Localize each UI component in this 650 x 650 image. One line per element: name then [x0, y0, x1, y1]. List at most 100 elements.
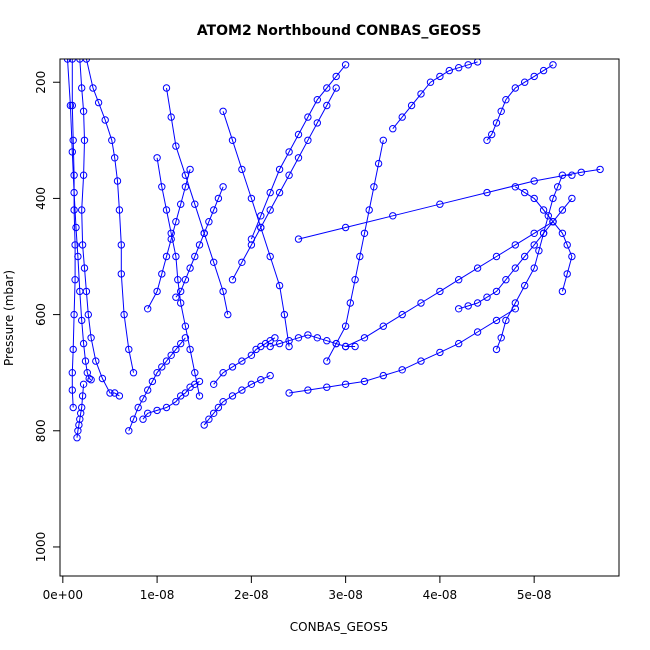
- data-point: [75, 421, 83, 429]
- data-point: [323, 337, 331, 345]
- data-point: [200, 229, 208, 238]
- data-point: [167, 351, 175, 359]
- data-point: [488, 130, 496, 139]
- data-point: [473, 328, 482, 336]
- series-line: [270, 334, 356, 347]
- data-point: [172, 252, 180, 261]
- series-26: [63, 59, 95, 384]
- data-point: [68, 369, 77, 377]
- data-point: [539, 206, 548, 214]
- data-point: [436, 287, 444, 296]
- data-point: [78, 84, 86, 92]
- data-point: [417, 90, 425, 98]
- data-point: [280, 310, 289, 319]
- data-point: [69, 403, 77, 412]
- data-point: [379, 322, 387, 330]
- data-point: [66, 101, 75, 110]
- data-point: [87, 376, 95, 384]
- x-tick-label: 3e-08: [328, 588, 363, 602]
- data-point: [417, 299, 425, 307]
- data-point: [266, 342, 274, 351]
- data-point: [445, 66, 453, 75]
- series-8: [162, 84, 232, 319]
- data-point: [549, 218, 557, 226]
- data-point: [563, 270, 571, 278]
- series-line: [289, 308, 516, 394]
- data-point: [341, 61, 350, 69]
- series-3: [76, 59, 124, 400]
- data-point: [101, 116, 109, 124]
- data-point: [568, 171, 576, 179]
- series-line: [213, 337, 276, 385]
- data-point: [492, 345, 501, 354]
- data-point: [351, 342, 359, 351]
- data-point: [304, 136, 312, 145]
- data-point: [172, 345, 180, 354]
- data-point: [341, 380, 350, 388]
- data-point: [398, 366, 406, 374]
- data-point: [210, 409, 218, 417]
- data-point: [68, 148, 77, 156]
- series-line: [515, 186, 573, 292]
- data-point: [68, 386, 77, 394]
- x-tick-label: 1e-08: [140, 588, 175, 602]
- data-point: [563, 241, 571, 249]
- series-line: [203, 375, 271, 426]
- data-point: [351, 276, 359, 284]
- series-line: [128, 337, 186, 431]
- data-point: [398, 113, 406, 121]
- data-point: [502, 96, 510, 104]
- series-6: [139, 377, 204, 423]
- data-point: [172, 293, 180, 301]
- series-line: [71, 59, 76, 408]
- data-point: [492, 252, 501, 261]
- series-9: [200, 371, 274, 429]
- data-point: [530, 264, 538, 272]
- data-point: [497, 334, 505, 342]
- data-point: [492, 287, 501, 296]
- data-point: [177, 200, 185, 208]
- data-point: [191, 200, 199, 208]
- data-point: [535, 247, 543, 255]
- data-point: [266, 252, 274, 261]
- y-tick-label: 800: [34, 419, 48, 442]
- data-point: [80, 264, 89, 272]
- data-point: [257, 212, 265, 220]
- data-point: [153, 369, 161, 377]
- data-point: [271, 334, 279, 342]
- data-point: [200, 421, 208, 429]
- data-point: [73, 434, 81, 442]
- series-line: [85, 59, 134, 373]
- series-line: [392, 61, 478, 130]
- series-line: [67, 59, 92, 381]
- data-point: [191, 252, 199, 261]
- data-point: [483, 293, 491, 301]
- data-point: [177, 339, 185, 348]
- data-point: [455, 305, 463, 313]
- data-point: [228, 136, 237, 145]
- data-point: [172, 142, 180, 150]
- data-point: [332, 84, 340, 92]
- data-point: [172, 218, 180, 226]
- data-point: [71, 276, 79, 284]
- data-point: [98, 374, 107, 383]
- data-point: [81, 357, 90, 365]
- data-point: [181, 322, 190, 330]
- data-point: [195, 392, 204, 400]
- series-2: [68, 59, 79, 412]
- data-point: [69, 345, 77, 354]
- data-point: [228, 363, 237, 371]
- data-point: [285, 389, 293, 397]
- data-point: [89, 84, 97, 92]
- data-point: [521, 78, 529, 86]
- data-point: [144, 386, 152, 394]
- series-line: [486, 64, 554, 141]
- data-point: [389, 212, 397, 220]
- data-point: [224, 310, 232, 319]
- data-point: [417, 357, 425, 365]
- x-axis-label: CONBAS_GEOS5: [290, 620, 388, 634]
- data-point: [162, 84, 171, 92]
- data-point: [68, 101, 77, 110]
- data-point: [70, 206, 78, 214]
- data-point: [530, 177, 538, 185]
